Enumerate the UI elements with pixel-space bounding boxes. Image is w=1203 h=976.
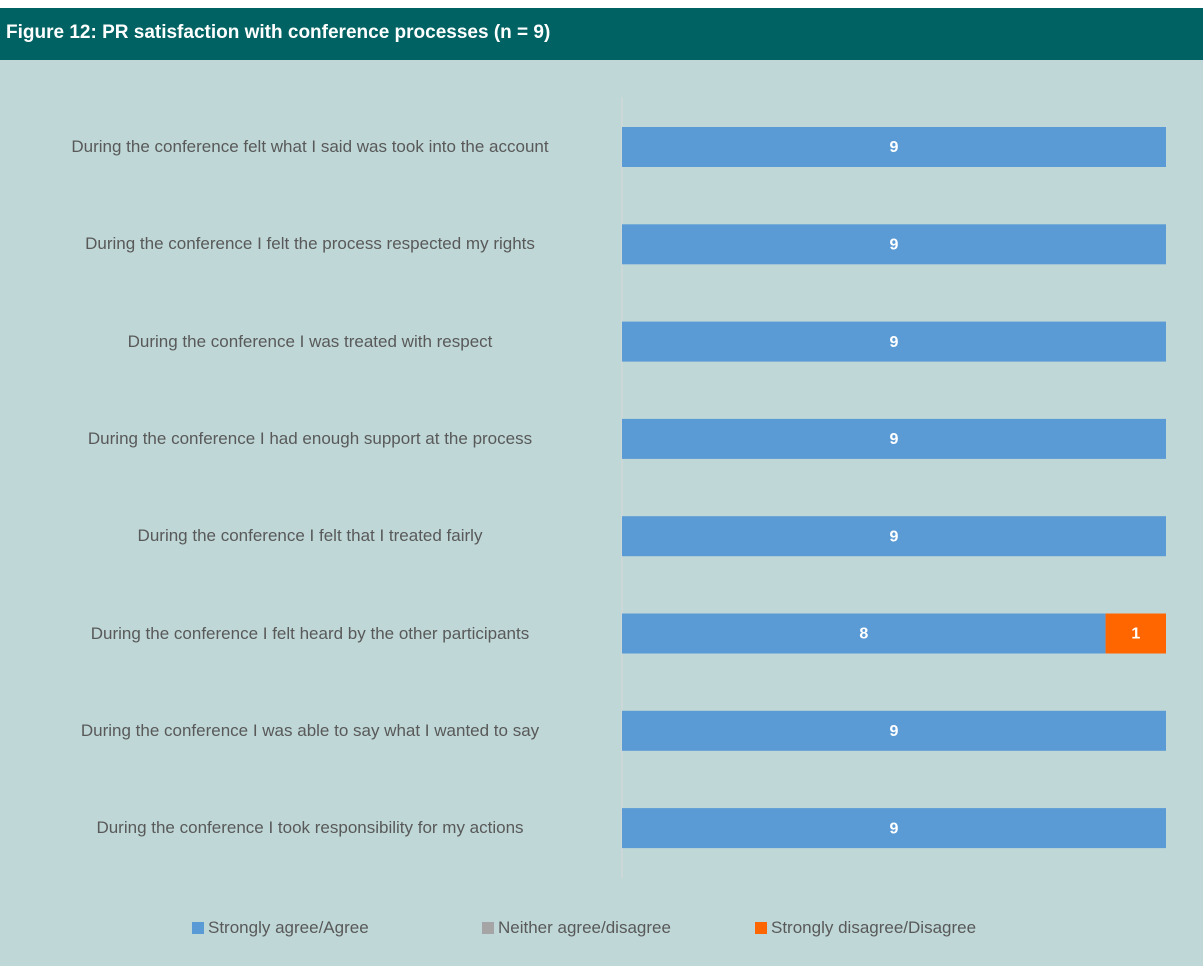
y-tick-label: During the conference I felt the process… <box>85 234 535 254</box>
legend-swatch <box>755 922 767 934</box>
y-tick-label: During the conference felt what I said w… <box>71 137 549 156</box>
y-tick-label: During the conference I felt that I trea… <box>137 526 483 546</box>
legend-swatch <box>482 922 494 934</box>
data-label: 9 <box>890 334 899 351</box>
bar-segment <box>622 321 1166 362</box>
bar-segment <box>622 613 1106 654</box>
bar-segment <box>622 516 1166 557</box>
data-label: 9 <box>890 528 899 545</box>
data-label: 9 <box>890 237 899 254</box>
bar-segment <box>622 710 1166 751</box>
data-label: 9 <box>890 431 899 448</box>
legend-label: Neither agree/disagree <box>498 918 671 937</box>
y-tick-label: During the conference I felt heard by th… <box>90 623 530 643</box>
chart: 9 9 9 9 9 8 1 9 9 <box>621 97 1166 878</box>
data-label: 1 <box>1131 626 1140 643</box>
y-tick-label: During the conference I was able to say … <box>80 720 540 740</box>
bar-segment <box>622 418 1166 459</box>
bar-segment <box>1105 613 1166 654</box>
legend-item: Strongly disagree/Disagree <box>755 918 976 938</box>
legend-label: Strongly disagree/Disagree <box>771 918 977 937</box>
data-label: 9 <box>890 723 899 740</box>
legend-swatch <box>192 922 204 934</box>
bar-segment <box>622 808 1166 849</box>
data-label: 9 <box>890 820 899 837</box>
y-tick-label: During the conference I took responsibil… <box>96 818 524 838</box>
data-label: 9 <box>890 139 899 156</box>
y-tick-label: During the conference I had enough suppo… <box>87 428 533 448</box>
legend-item: Neither agree/disagree <box>482 918 671 938</box>
data-label: 8 <box>859 626 868 643</box>
legend-label: Strongly agree/Agree <box>208 918 369 937</box>
chart-title: Figure 12: PR satisfaction with conferen… <box>0 8 1203 60</box>
y-tick-label: During the conference I was treated with… <box>127 331 493 351</box>
bar-segment <box>622 127 1166 167</box>
bar-segment <box>622 224 1166 265</box>
plot-area: 9 9 9 9 9 8 1 9 9 During the conference felt wha… <box>0 60 1203 966</box>
legend-item: Strongly agree/Agree <box>192 918 369 938</box>
